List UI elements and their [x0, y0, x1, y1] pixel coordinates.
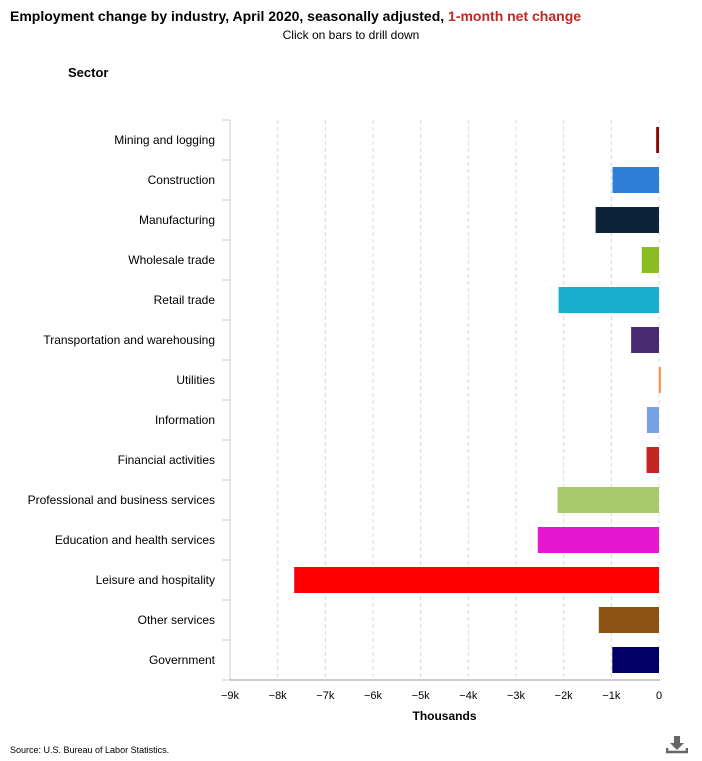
- bar-leisure-and-hospitality[interactable]: [294, 567, 659, 593]
- category-label: Construction: [148, 173, 215, 187]
- category-label: Government: [149, 653, 216, 667]
- x-tick-label: −7k: [316, 690, 335, 702]
- x-tick-label: −3k: [507, 690, 526, 702]
- category-label: Leisure and hospitality: [96, 573, 215, 587]
- bar-utilities[interactable]: [658, 367, 661, 393]
- chart-subtitle: Click on bars to drill down: [282, 28, 420, 42]
- x-tick-label: −8k: [269, 690, 288, 702]
- x-axis-title: Thousands: [412, 709, 476, 723]
- bar-financial-activities[interactable]: [646, 447, 659, 473]
- bar-wholesale-trade[interactable]: [641, 247, 659, 273]
- x-tick-label: −1k: [602, 690, 621, 702]
- download-icon[interactable]: [666, 734, 688, 754]
- category-label: Financial activities: [118, 453, 215, 467]
- bar-manufacturing[interactable]: [595, 207, 659, 233]
- chart-title: Employment change by industry, April 202…: [10, 8, 581, 24]
- title-highlight: 1-month net change: [448, 8, 582, 24]
- bar-construction[interactable]: [612, 167, 659, 193]
- category-label: Education and health services: [55, 533, 215, 547]
- bar-transportation-and-warehousing[interactable]: [631, 327, 659, 353]
- bar-information[interactable]: [646, 407, 659, 433]
- category-label: Other services: [138, 613, 215, 627]
- category-label: Wholesale trade: [128, 253, 215, 267]
- category-label: Transportation and warehousing: [43, 333, 215, 347]
- bar-mining-and-logging[interactable]: [656, 127, 659, 153]
- x-tick-label: −5k: [412, 690, 431, 702]
- category-label: Utilities: [176, 373, 215, 387]
- x-tick-label: −6k: [364, 690, 383, 702]
- source-note: Source: U.S. Bureau of Labor Statistics.: [10, 745, 170, 755]
- category-label: Retail trade: [154, 293, 216, 307]
- category-label: Information: [155, 413, 215, 427]
- plot-area: −9k −8k −7k −6k −5k −4k −3k −2k −1k 0 Mining and l…: [28, 119, 662, 723]
- bar-education-and-health-services[interactable]: [537, 527, 659, 553]
- x-tick-label: −9k: [221, 690, 240, 702]
- bar-government[interactable]: [612, 647, 659, 673]
- category-label: Manufacturing: [139, 213, 215, 227]
- title-text: Employment change by industry, April 202…: [10, 8, 445, 24]
- x-tick-label: −2k: [555, 690, 574, 702]
- bar-retail-trade[interactable]: [558, 287, 659, 313]
- x-tick-label: −4k: [459, 690, 478, 702]
- category-label: Mining and logging: [114, 133, 215, 147]
- x-tick-label: 0: [656, 690, 662, 702]
- category-label: Professional and business services: [28, 493, 215, 507]
- y-axis-title: Sector: [68, 65, 109, 80]
- bar-other-services[interactable]: [598, 607, 659, 633]
- bar-professional-and-business-services[interactable]: [557, 487, 659, 513]
